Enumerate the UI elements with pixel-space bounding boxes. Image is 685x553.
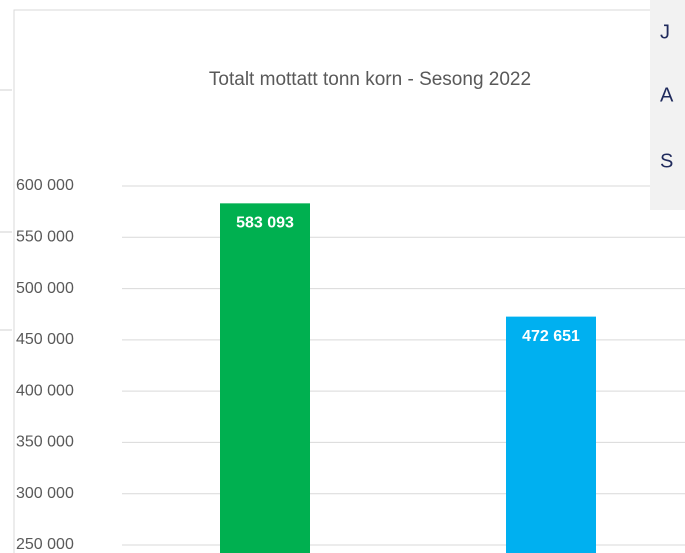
data-label: 583 093 [236, 215, 294, 232]
side-panel-text: S [660, 150, 673, 172]
side-panel-text: A [660, 84, 674, 106]
bar [220, 203, 310, 553]
y-tick-label: 350 000 [16, 434, 74, 451]
plot: 250 000 300 000 350 000 400 000 450 000 500 0… [16, 177, 685, 553]
data-label: 472 651 [522, 328, 580, 345]
chart-title: Totalt mottatt tonn korn - Sesong 2022 [209, 69, 531, 90]
y-tick-label: 500 000 [16, 280, 74, 297]
bar [506, 316, 596, 553]
y-tick-label: 450 000 [16, 331, 74, 348]
y-tick-label: 300 000 [16, 485, 74, 502]
side-panel-text: J [660, 21, 670, 43]
y-tick-label: 250 000 [16, 536, 74, 553]
y-tick-label: 400 000 [16, 382, 74, 399]
y-tick-label: 600 000 [16, 177, 74, 194]
side-panel [650, 0, 685, 210]
y-tick-label: 550 000 [16, 229, 74, 246]
